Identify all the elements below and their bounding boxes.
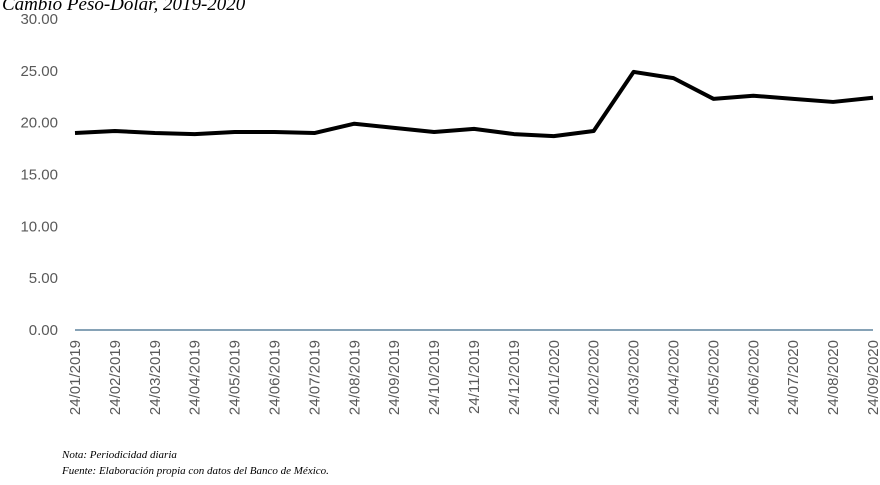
x-tick-label: 24/08/2020 <box>825 340 842 415</box>
x-tick-label: 24/03/2019 <box>147 340 164 415</box>
x-tick-label: 24/06/2019 <box>267 340 284 415</box>
y-tick-label: 15.00 <box>20 167 58 184</box>
x-tick-label: 24/05/2019 <box>227 340 244 415</box>
x-tick-label: 24/08/2019 <box>346 340 363 415</box>
x-tick-label: 24/07/2020 <box>785 340 802 415</box>
x-tick-label: 24/01/2020 <box>546 340 563 415</box>
x-tick-label: 24/07/2019 <box>306 340 323 415</box>
chart-title: Cambio Peso-Dólar, 2019-2020 <box>2 0 246 15</box>
note: Nota: Periodicidad diaria <box>61 449 177 461</box>
y-tick-label: 20.00 <box>20 115 58 132</box>
y-tick-label: 5.00 <box>29 270 58 287</box>
x-tick-label: 24/03/2020 <box>626 340 643 415</box>
source-note: Fuente: Elaboración propia con datos del… <box>61 465 329 477</box>
x-tick-label: 24/02/2020 <box>586 340 603 415</box>
x-tick-label: 24/04/2019 <box>187 340 204 415</box>
y-tick-label: 25.00 <box>20 63 58 80</box>
x-tick-label: 24/05/2020 <box>705 340 722 415</box>
x-tick-label: 24/10/2019 <box>426 340 443 415</box>
x-tick-label: 24/09/2020 <box>865 340 880 415</box>
x-tick-label: 24/01/2019 <box>67 340 84 415</box>
data-line <box>74 69 874 139</box>
y-tick-label: 0.00 <box>29 322 58 339</box>
x-tick-label: 24/09/2019 <box>386 340 403 415</box>
x-tick-label: 24/11/2019 <box>466 340 483 414</box>
y-tick-label: 10.00 <box>20 218 58 235</box>
y-tick-label: 30.00 <box>20 11 58 28</box>
x-tick-label: 24/02/2019 <box>107 340 124 415</box>
x-tick-label: 24/06/2020 <box>745 340 762 415</box>
x-tick-label: 24/04/2020 <box>666 340 683 415</box>
x-tick-label: 24/12/2019 <box>506 340 523 415</box>
